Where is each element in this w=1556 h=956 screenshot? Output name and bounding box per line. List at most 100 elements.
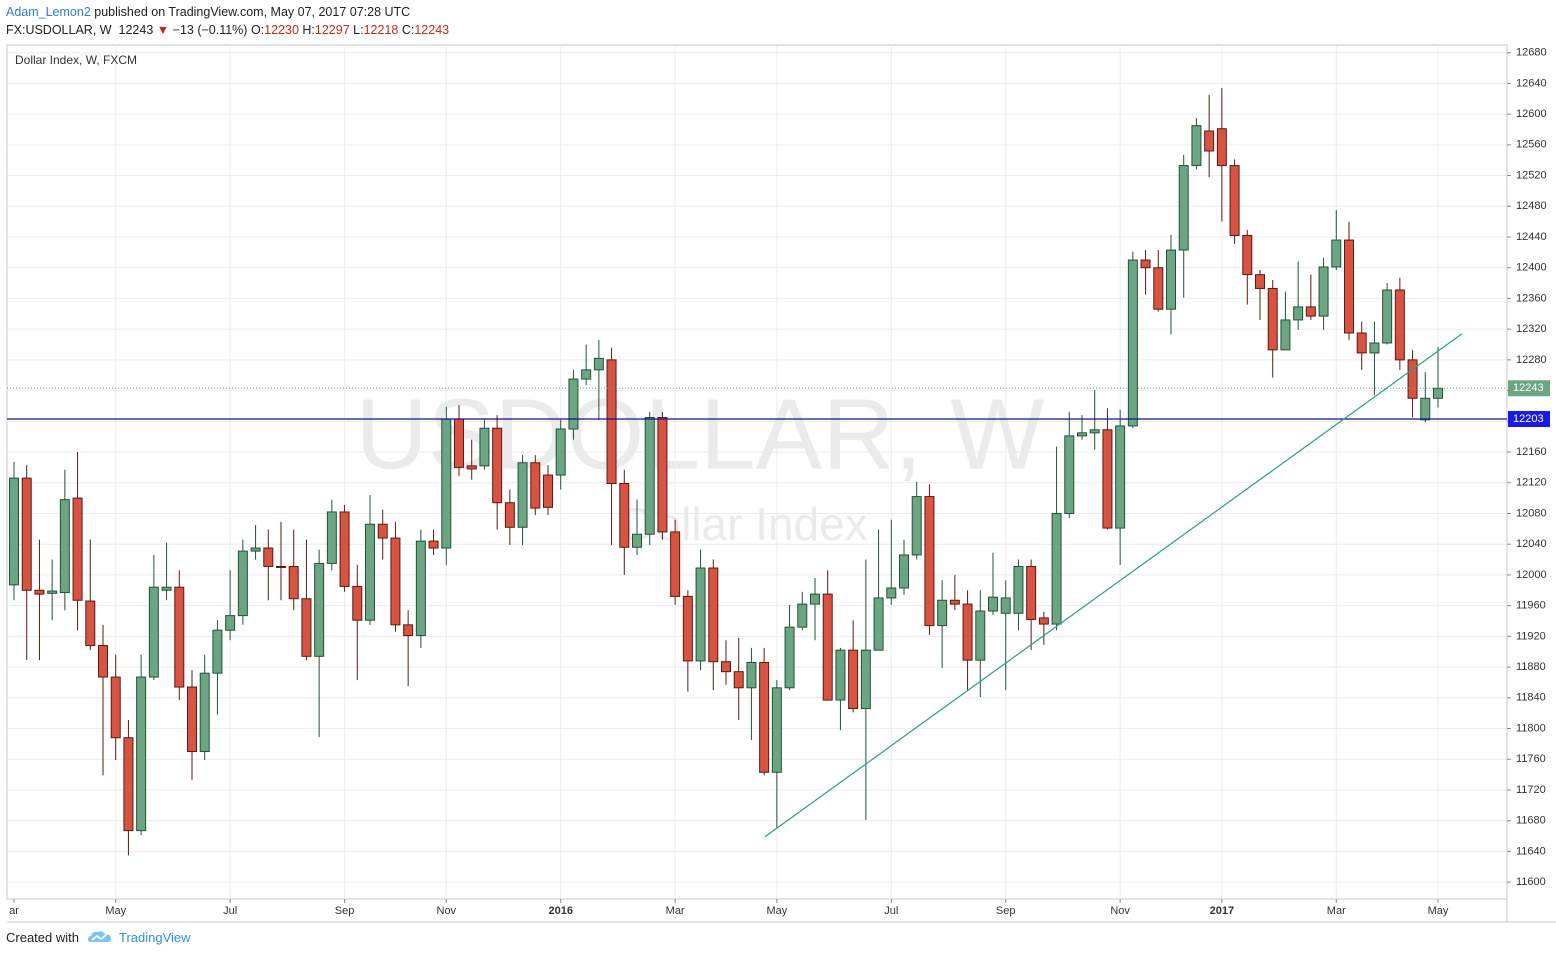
candle-body: [632, 533, 642, 548]
candle-body: [9, 477, 19, 586]
candle-body: [708, 567, 719, 663]
y-tick-label: 12440: [1516, 231, 1547, 243]
candle-body: [911, 496, 922, 556]
candle-body: [1077, 432, 1087, 437]
x-tick-label: Nov: [437, 905, 457, 917]
candle-body: [314, 562, 325, 657]
candle-body: [504, 502, 515, 528]
candle-body: [1026, 565, 1037, 620]
candle-body: [301, 598, 312, 657]
candle-body: [492, 427, 503, 504]
candle-body: [466, 465, 477, 470]
brand-link[interactable]: TradingView: [118, 929, 191, 945]
candle-body: [1115, 425, 1126, 529]
candle-body: [657, 416, 668, 533]
candle-body: [237, 550, 248, 617]
x-tick-label: Mar: [666, 905, 685, 917]
candle-body: [98, 645, 108, 678]
y-tick-label: 11760: [1516, 753, 1546, 765]
candle-body: [1293, 306, 1304, 321]
y-tick-label: 12680: [1516, 47, 1547, 59]
x-tick-label: May: [766, 905, 787, 917]
candle-body: [1178, 165, 1189, 251]
candle-body: [1280, 319, 1291, 351]
candle-body: [1433, 387, 1443, 399]
candle-body: [555, 428, 566, 476]
candle-body: [1331, 239, 1342, 268]
candle-body: [835, 649, 846, 701]
y-tick-label: 12000: [1516, 569, 1547, 581]
candle-body: [225, 615, 236, 631]
candle-body: [212, 629, 223, 674]
symbol: FX:USDOLLAR, W: [6, 23, 112, 37]
candle-body: [1382, 289, 1393, 344]
candle-body: [428, 540, 439, 549]
footer: Created with TradingView: [6, 929, 191, 945]
candle-body: [1127, 259, 1138, 427]
candle-body: [1267, 287, 1278, 351]
candle-body: [886, 587, 897, 599]
open-label: O:: [250, 23, 265, 37]
trend-line: [764, 333, 1463, 838]
candle-body: [1013, 565, 1024, 614]
x-tick-label: Mar: [1327, 905, 1346, 917]
y-tick-label: 11720: [1516, 784, 1546, 796]
x-tick-label: Jul: [884, 905, 898, 917]
candle-body: [962, 603, 973, 661]
y-tick-label: 11640: [1516, 845, 1546, 857]
hline-price-box: [1508, 411, 1550, 428]
change: −13 (−0.11%): [172, 23, 248, 37]
x-tick-label: May: [1428, 905, 1449, 917]
header: Adam_Lemon2 published on TradingView.com…: [6, 3, 449, 39]
x-tick-label: Sep: [335, 905, 355, 917]
candle-body: [365, 523, 375, 621]
candle-body: [988, 596, 998, 612]
chart: USDOLLAR, W Dollar Index Dollar Index, W…: [6, 44, 1556, 923]
candle-body: [1420, 397, 1431, 421]
marks: [7, 88, 1507, 856]
candle-body: [85, 600, 96, 647]
y-tick-label: 11800: [1516, 722, 1546, 734]
candle-body: [136, 676, 147, 832]
candle-body: [1229, 165, 1240, 236]
candle-body: [606, 359, 617, 485]
candle-body: [1140, 259, 1151, 269]
candle-body: [123, 737, 134, 832]
candle-body: [339, 511, 350, 587]
x-tick-label: Nov: [1110, 905, 1130, 917]
close-value: 12243: [414, 23, 450, 37]
candle-body: [975, 610, 986, 661]
candle-body: [1344, 239, 1354, 334]
x-tick-label: Jul: [223, 905, 237, 917]
candle-body: [1191, 125, 1202, 167]
candle-body: [1051, 512, 1062, 625]
hline-price-label: 12203: [1513, 413, 1544, 425]
candle-body: [288, 565, 299, 600]
candle-body: [822, 593, 833, 701]
candle-body: [797, 603, 808, 628]
y-tick-label: 11840: [1516, 692, 1546, 704]
candle-body: [1089, 429, 1100, 434]
candle-body: [1204, 130, 1215, 152]
created-text: Created with: [6, 929, 79, 945]
y-tick-label: 12560: [1516, 139, 1547, 151]
y-tick-label: 12320: [1516, 323, 1547, 335]
candle-body: [187, 686, 197, 753]
y-tick-label: 12120: [1516, 477, 1547, 489]
watermark-symbol: USDOLLAR, W: [355, 378, 1045, 490]
y-tick-label: 12640: [1516, 77, 1547, 89]
chart-title: Dollar Index, W, FXCM: [15, 53, 137, 67]
candle-body: [517, 462, 528, 528]
y-tick-label: 12360: [1516, 292, 1547, 304]
author-link[interactable]: Adam_Lemon2: [6, 5, 91, 19]
tradingview-logo[interactable]: [87, 929, 113, 945]
y-tick-label: 12160: [1516, 446, 1547, 458]
candle-body: [899, 554, 909, 589]
candle-body: [543, 474, 553, 508]
candle-body: [759, 661, 770, 773]
candle-body: [1216, 128, 1227, 167]
candle-body: [403, 624, 414, 637]
candle-body: [59, 499, 70, 594]
